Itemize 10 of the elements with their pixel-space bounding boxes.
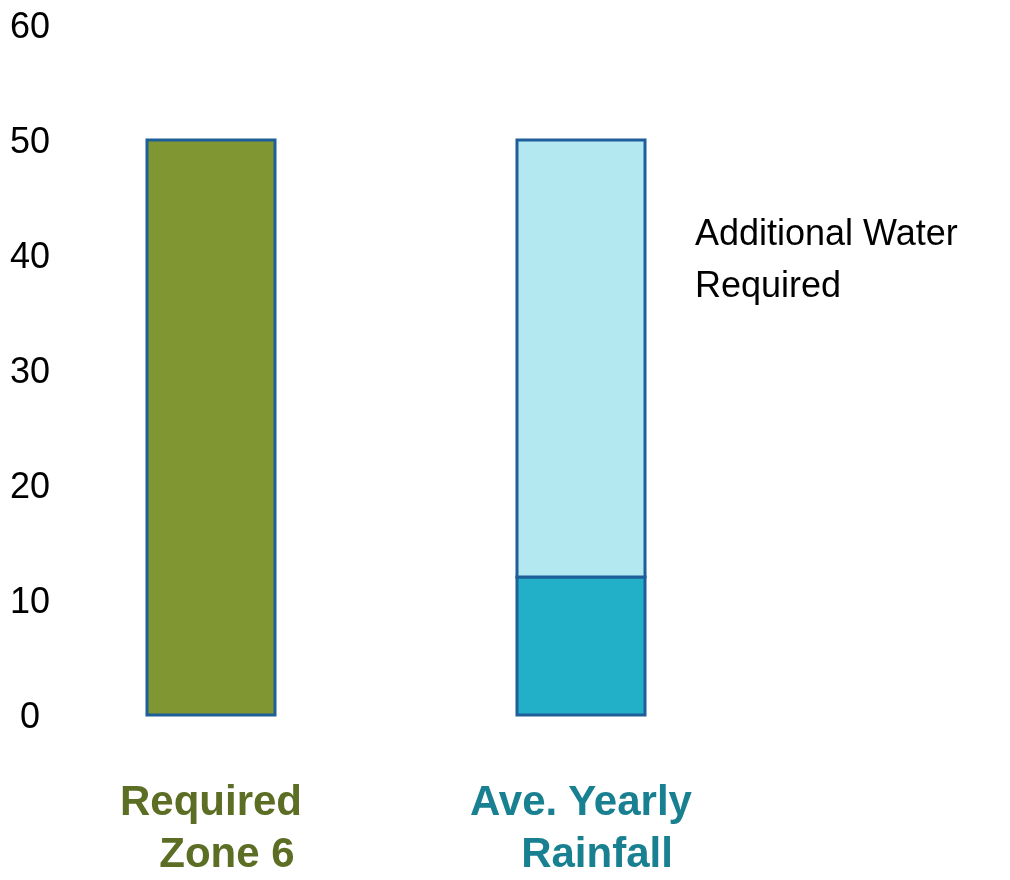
y-tick-label: 0 <box>19 694 41 736</box>
x-tick-label: Ave. Yearly Rainfall <box>470 777 693 876</box>
y-tick-label: 50 <box>9 119 51 161</box>
x-tick-label: Required Zone 6 <box>119 777 303 876</box>
y-tick-label: 40 <box>9 234 51 276</box>
series-label: Additional Water Required <box>695 212 958 306</box>
y-tick-label: 20 <box>9 464 51 506</box>
y-tick-label: 60 <box>9 4 51 46</box>
y-tick-label: 30 <box>9 349 51 391</box>
y-tick-label: 10 <box>9 579 51 621</box>
